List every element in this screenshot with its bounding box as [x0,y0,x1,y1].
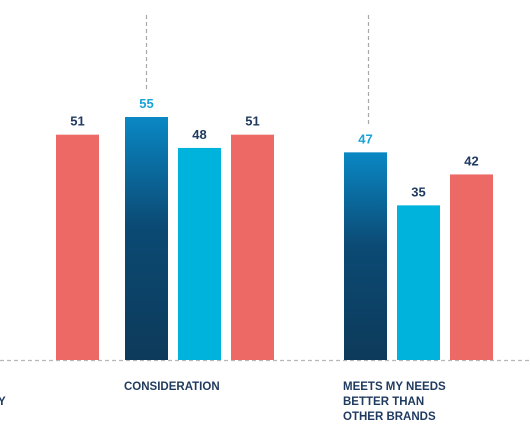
value-label: 47 [358,131,372,146]
category-label-line: OTHER BRANDS [343,411,436,423]
value-label: 51 [70,114,84,129]
bar [125,117,168,360]
dashed-guides [0,15,530,362]
category-label: Y [0,395,6,410]
bar [344,152,387,360]
value-labels: 51 55 48 51 47 35 42 [70,96,478,199]
bar [397,205,440,360]
category-label: CONSIDERATION [124,380,220,395]
category-label-line: MEETS MY NEEDS [343,381,446,393]
category-label-line: CONSIDERATION [124,381,220,393]
value-label: 42 [464,153,478,168]
value-label: 51 [245,114,259,129]
category-label: MEETS MY NEEDS BETTER THAN OTHER BRANDS [343,380,446,425]
bar [178,147,221,360]
value-label: 35 [411,184,425,199]
bar [231,134,274,360]
bar [450,174,493,360]
bars-group [56,117,493,360]
bar [56,134,99,360]
category-label-line: BETTER THAN [343,396,425,408]
category-label-line: Y [0,396,6,408]
value-label: 55 [139,96,153,111]
value-label: 48 [192,127,206,142]
